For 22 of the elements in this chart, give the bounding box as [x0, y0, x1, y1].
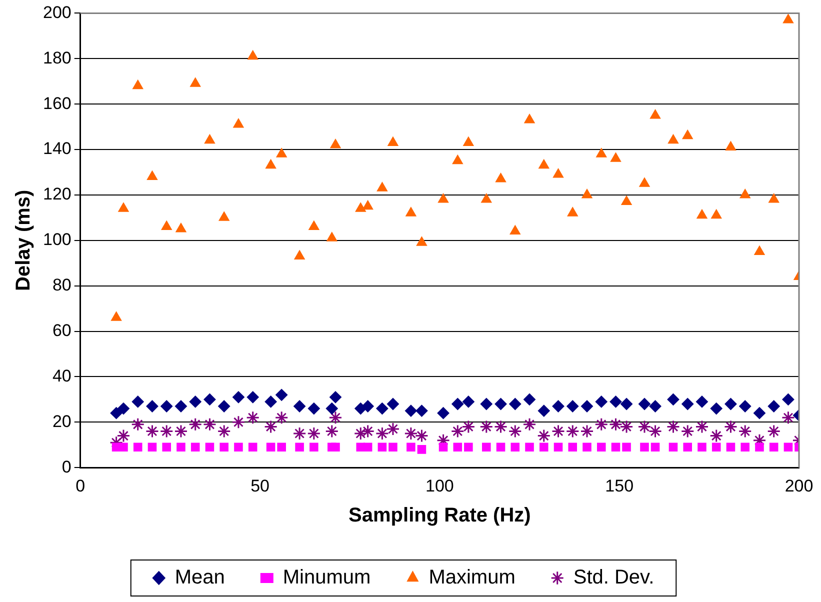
x-tick-label: 100	[425, 476, 454, 496]
y-tick-label: 100	[42, 230, 72, 250]
x-axis-title: Sampling Rate (Hz)	[348, 504, 531, 527]
x-tick-label: 50	[250, 476, 270, 496]
x-tick-label: 150	[605, 476, 634, 496]
y-tick-label: 80	[52, 276, 72, 295]
y-tick-label: 140	[42, 139, 72, 158]
y-tick-label: 40	[52, 366, 72, 386]
y-axis-title: Delay (ms)	[12, 190, 35, 291]
x-tick-label: 200	[784, 476, 814, 496]
y-tick-label: 200	[42, 2, 72, 22]
legend-label: Minumum	[282, 566, 371, 589]
x-tick-label: 0	[76, 476, 86, 496]
y-tick-label: 120	[42, 184, 72, 204]
y-tick-label: 180	[42, 48, 72, 68]
legend-label: Mean	[174, 566, 225, 589]
y-tick-label: 20	[52, 412, 72, 431]
legend-label: Maximum	[428, 566, 516, 589]
y-tick-label: 0	[62, 457, 72, 476]
legend-label: Std. Dev.	[573, 566, 654, 589]
y-tick-label: 60	[52, 320, 72, 340]
y-tick-label: 160	[42, 94, 72, 113]
